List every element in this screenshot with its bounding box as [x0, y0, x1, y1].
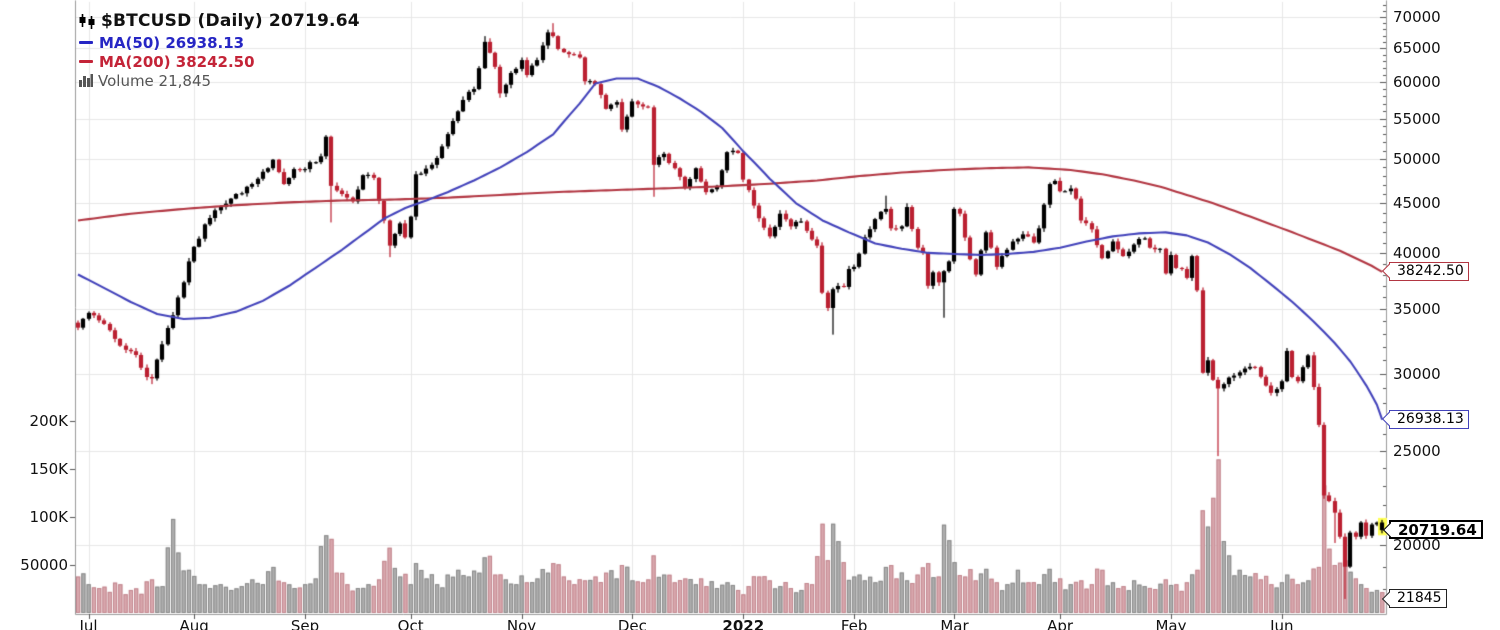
price-tick-label: 30000: [1393, 365, 1441, 384]
month-label: Apr: [1047, 617, 1074, 630]
ma50-legend-label: MA(50) 26938.13: [99, 33, 245, 52]
volume-tick-label: 150K: [29, 460, 68, 478]
price-tick-label: 65000: [1393, 39, 1441, 58]
last-volume-axis-marker: 21845: [1381, 589, 1447, 609]
price-tick-label: 35000: [1393, 300, 1441, 319]
month-label: Mar: [940, 617, 969, 630]
legend-volume-row: Volume 21,845: [79, 71, 360, 90]
ma200-axis-marker: 38242.50: [1381, 261, 1469, 281]
month-label: Nov: [506, 617, 537, 630]
price-tick-label: 20000: [1393, 536, 1441, 555]
price-tick-label: 55000: [1393, 109, 1441, 128]
ma50-legend-swatch: [79, 41, 93, 44]
month-label: Aug: [179, 617, 209, 630]
price-tick-label: 25000: [1393, 442, 1441, 461]
month-label: Oct: [397, 617, 424, 630]
last-price-axis-marker: 20719.64: [1382, 520, 1483, 540]
month-label: Feb: [840, 617, 868, 630]
volume-tick-label: 200K: [29, 412, 68, 430]
month-label: May: [1155, 617, 1187, 630]
legend-ma50-row: MA(50) 26938.13: [79, 33, 360, 52]
ma50-axis-marker: 26938.13: [1381, 409, 1469, 429]
legend-ma200-row: MA(200) 38242.50: [79, 52, 360, 71]
price-tick-label: 45000: [1393, 194, 1441, 213]
price-tick-label: 60000: [1393, 73, 1441, 91]
volume-tick-label: 100K: [29, 508, 68, 526]
ma200-legend-swatch: [79, 60, 93, 63]
price-tick-label: 40000: [1393, 243, 1441, 262]
chart-legend: $BTCUSD (Daily) 20719.64 MA(50) 26938.13…: [79, 9, 360, 90]
volume-legend-label: Volume 21,845: [98, 71, 212, 90]
month-label: Dec: [617, 617, 647, 630]
price-tick-label: 70000: [1393, 8, 1441, 27]
month-label: Jun: [1270, 617, 1294, 630]
price-tick-label: 50000: [1393, 149, 1441, 168]
month-label: Jul: [79, 617, 98, 630]
ma200-legend-label: MA(200) 38242.50: [99, 52, 255, 71]
volume-bars-icon: [79, 74, 93, 87]
candlestick-logo-icon: [79, 13, 95, 29]
volume-tick-label: 50000: [20, 556, 68, 574]
month-label: 2022: [722, 617, 765, 630]
legend-title-row: $BTCUSD (Daily) 20719.64: [79, 9, 360, 33]
month-label: Sep: [290, 617, 320, 630]
chart-title: $BTCUSD (Daily) 20719.64: [101, 11, 360, 31]
